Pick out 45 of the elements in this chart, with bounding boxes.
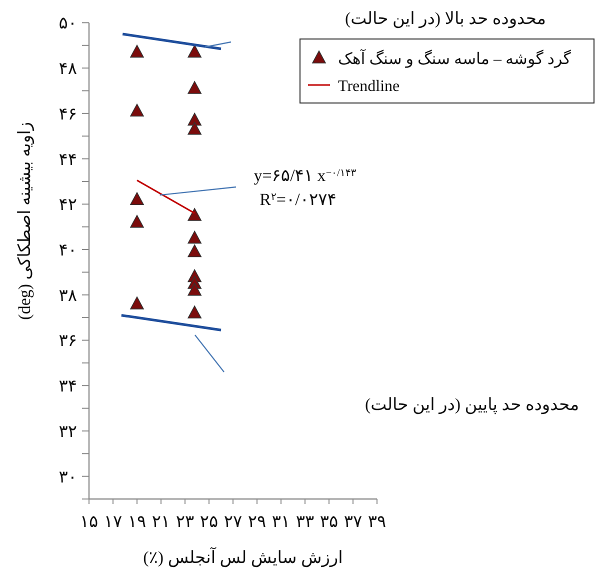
- annotation: y=۶۵/۴۱ x$^{−۰/۱۴۳}$: [254, 166, 357, 185]
- annotation: محدوده حد پایین (در این حالت): [365, 395, 580, 415]
- point: [188, 44, 202, 58]
- point: [188, 244, 202, 258]
- point: [188, 306, 202, 318]
- point: [188, 282, 202, 296]
- x-tick-label: ۱۵: [80, 512, 98, 531]
- x-tick-label: ۳۷: [344, 512, 362, 531]
- x-axis-title: ارزش سایش لس آنجلس (٪): [143, 547, 343, 568]
- point: [130, 214, 144, 228]
- point: [188, 208, 202, 221]
- x-tick-label: ۳۳: [296, 512, 314, 531]
- y-tick-label: ۳۸: [58, 286, 77, 305]
- y-tick-label: ۵۰: [58, 14, 77, 33]
- x-tick-label: ۳۹: [368, 512, 386, 531]
- point: [188, 112, 202, 126]
- y-tick-label: ۳۶: [58, 331, 77, 350]
- x-tick-label: ۲۵: [200, 512, 218, 531]
- point: [188, 230, 202, 244]
- y-tick-label: ۴۶: [58, 104, 77, 124]
- x-tick-label: ۳۱: [272, 512, 290, 531]
- x-tick-label: ۱۷: [104, 512, 122, 531]
- x-tick-label: ۲۱: [152, 512, 170, 531]
- point: [130, 296, 144, 310]
- legend-label: Trendline: [338, 78, 400, 95]
- legend-label: گرد گوشه – ماسه سنگ و سنگ آهک: [338, 48, 572, 68]
- y-tick-label: ۳۴: [58, 376, 77, 396]
- point: [188, 81, 202, 94]
- x-tick-label: ۲۳: [176, 512, 194, 531]
- x-tick-label: ۲۹: [248, 512, 266, 531]
- y-tick-label: ۳۲: [58, 422, 77, 441]
- annotation: محدوده حد بالا (در این حالت): [345, 9, 546, 29]
- point: [130, 104, 144, 117]
- y-tick-label: ۴۴: [58, 150, 77, 169]
- y-tick-label: ۴۰: [58, 240, 77, 260]
- x-tick-label: ۱۹: [128, 512, 146, 531]
- point: [188, 122, 202, 135]
- x-tick-label: ۲۷: [224, 512, 242, 531]
- y-tick-label: ۳۰: [58, 467, 77, 486]
- y-tick-label: ۴۲: [58, 195, 77, 214]
- x-tick-label: ۳۵: [320, 512, 338, 531]
- y-tick-label: ۴۸: [58, 59, 77, 78]
- y-axis-title: زاویه بیشینه اصطکاکی (deg): [15, 122, 35, 320]
- point: [130, 44, 144, 58]
- point: [130, 192, 144, 206]
